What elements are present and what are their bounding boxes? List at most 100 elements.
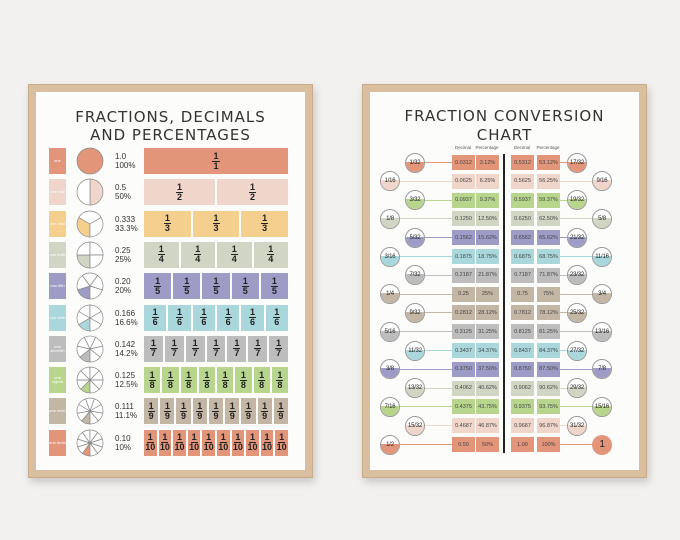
pie-slice [89,441,99,457]
fraction-denominator: 6 [201,317,207,327]
decimal-cell: 0.1250 [452,211,475,227]
decimal-cell: 0.1875 [452,249,475,264]
decimal-cell: 0.3750 [452,361,475,377]
fraction-text: 9/16 [596,178,608,185]
fraction-denominator: 9 [278,410,284,421]
percentage-cell: 100% [537,437,560,452]
connector-line [560,162,567,163]
pie-slice [89,316,102,331]
connector-line [560,218,592,220]
fraction-denominator: 8 [277,379,283,390]
fraction-numerator: 1 [254,338,262,350]
fraction-circle: 31/32 [567,415,587,436]
fraction-circle-fill [568,274,586,285]
fraction-circle: 3/16 [380,246,400,267]
fraction-pie [76,429,104,457]
fraction-circle: 21/32 [567,227,587,248]
fraction-cell: 1 10 [231,429,245,456]
fraction-denominator: 10 [145,442,156,453]
percent-value: 11.1% [115,411,138,421]
percentage-cell: 59.37% [537,192,560,208]
fraction-text: 7/16 [384,403,396,410]
fraction-denominator: 3 [213,223,219,234]
fraction-denominator: 7 [234,348,240,359]
decimal-cell: 0.5937 [511,192,534,208]
pie-slice [89,254,104,269]
fraction-denominator: 1 [213,160,219,171]
fraction-circle: 9/32 [405,302,425,323]
fraction-text: 21/32 [569,234,584,241]
fraction-circle-fill [406,311,424,322]
decimal-cell: 0.8750 [511,361,534,377]
fraction-numerator: 1 [205,432,213,444]
fraction-numerator: 1 [219,432,227,444]
fraction-text: 13/32 [407,385,422,392]
fraction-circle-fill [568,161,586,172]
decimal-value: 0.10 [115,433,131,443]
fraction-pie [76,398,104,425]
decimal-value: 0.333 [115,214,136,224]
fraction-circle: 3/4 [592,284,612,305]
percentage-cell: 87.50% [537,361,560,377]
percentage-cell: 56.25% [537,173,560,189]
left-poster: FRACTIONS, DECIMALS AND PERCENTAGES one 1… [36,92,305,470]
fraction-text: 29/32 [569,385,584,392]
fraction-circle: 1/32 [405,152,425,173]
connector-line [400,218,452,220]
connector-line [560,331,592,333]
center-divider [503,154,505,453]
decimal-cell: 0.6562 [511,230,534,246]
fraction-denominator: 2 [176,191,182,202]
fraction-numerator: 1 [154,275,162,287]
fraction-circle: 15/32 [405,415,425,436]
fraction-circle: 7/32 [405,265,425,286]
connector-line [560,444,592,445]
percentage-cell: 53.12% [537,155,560,170]
percent-value: 16.6% [115,317,138,327]
row-label: one sixth [49,304,66,331]
fraction-circle: 25/32 [567,302,587,323]
decimal-value: 0.166 [115,308,136,318]
fraction-denominator: 6 [176,317,182,327]
fraction-text: 25/32 [569,309,584,316]
right-poster-frame: FRACTION CONVERSION CHART Decimal Percen… [362,84,647,478]
fraction-denominator: 5 [155,285,161,296]
fraction-circle: 23/32 [567,265,587,286]
percentage-cell: 90.62% [537,380,560,396]
fraction-denominator: 8 [240,379,246,390]
fraction-circle-fill [593,255,611,266]
fraction-numerator: 1 [212,150,220,162]
fraction-cell: 1 10 [216,429,230,456]
connector-line [400,331,452,333]
right-poster: FRACTION CONVERSION CHART Decimal Percen… [370,92,639,470]
fraction-circle-fill [406,387,424,398]
connector-line [425,350,452,351]
percentage-cell: 46.87% [476,418,499,434]
fraction-circle: 5/32 [405,227,425,248]
pie-slice [89,241,104,256]
fraction-pie [76,272,104,300]
pie-slice [89,216,104,237]
percentage-cell: 9.37% [476,192,499,208]
fraction-numerator: 1 [185,369,193,381]
connector-line [425,162,452,163]
fraction-denominator: 7 [276,348,282,359]
fraction-numerator: 1 [203,369,211,381]
decimal-cell: 0.9375 [511,399,534,415]
fraction-denominator: 8 [222,379,228,390]
fraction-text: 1/8 [386,215,394,222]
fraction-denominator: 9 [148,410,154,421]
